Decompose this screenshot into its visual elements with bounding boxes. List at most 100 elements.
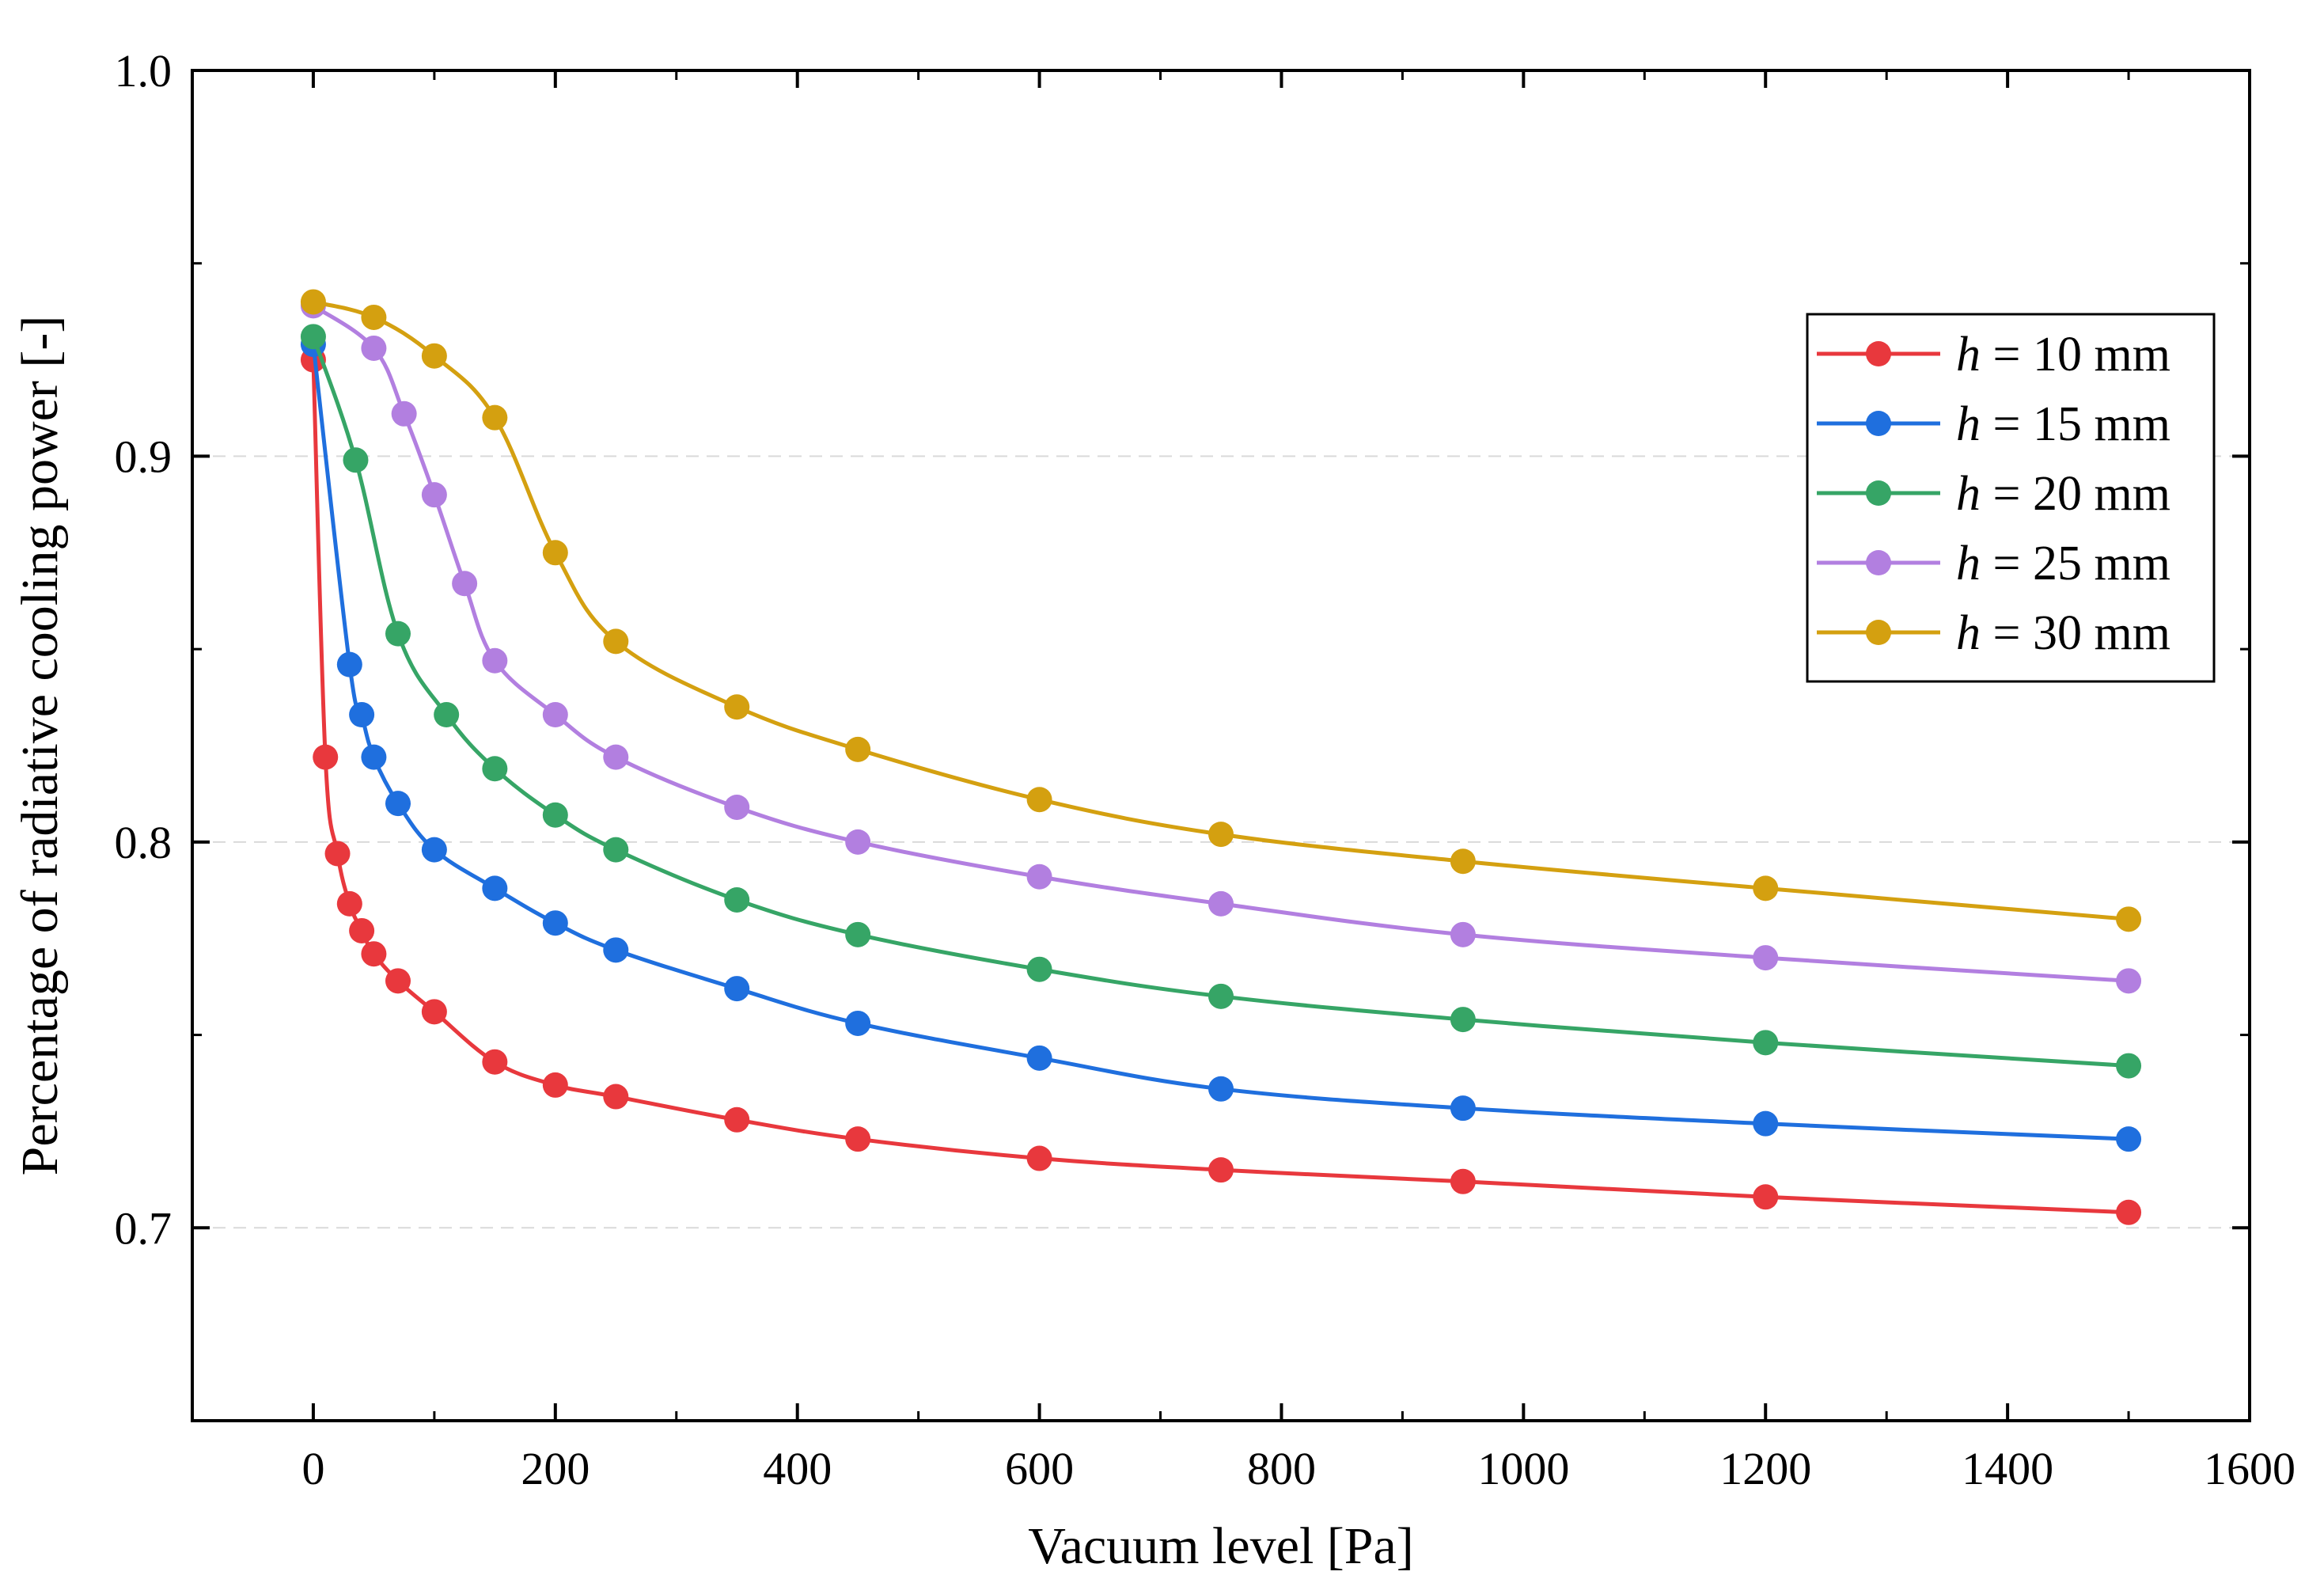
data-point bbox=[603, 628, 629, 655]
series-line bbox=[313, 300, 2129, 921]
x-tick-label: 800 bbox=[1247, 1443, 1316, 1494]
x-tick-label: 0 bbox=[301, 1443, 324, 1494]
data-point bbox=[421, 837, 447, 863]
plot-frame bbox=[191, 69, 2251, 1422]
legend-label: h = 10 mm bbox=[1956, 328, 2170, 381]
data-point bbox=[724, 886, 750, 913]
y-tick-label: 0.8 bbox=[115, 817, 172, 868]
y-tick-label: 1.0 bbox=[115, 45, 172, 97]
data-point bbox=[1026, 787, 1052, 813]
x-tick-label: 1400 bbox=[1962, 1443, 2053, 1494]
legend-label: h = 15 mm bbox=[1956, 397, 2170, 451]
data-point bbox=[452, 571, 478, 597]
series-layer bbox=[300, 289, 2142, 1225]
data-point bbox=[542, 910, 568, 936]
data-point bbox=[542, 540, 568, 566]
data-point bbox=[724, 976, 750, 1002]
data-point bbox=[300, 324, 326, 350]
data-point bbox=[1753, 945, 1779, 971]
data-point bbox=[1208, 983, 1234, 1009]
data-point bbox=[1450, 1007, 1476, 1033]
legend-marker bbox=[1866, 341, 1891, 366]
data-point bbox=[542, 1072, 568, 1098]
data-point bbox=[1026, 956, 1052, 982]
y-axis-title: Percentage of radiative cooling power [-… bbox=[11, 316, 69, 1176]
data-point bbox=[2116, 1199, 2142, 1225]
series-1 bbox=[300, 347, 2142, 1225]
data-point bbox=[1026, 864, 1052, 890]
data-point bbox=[1026, 1045, 1052, 1071]
data-point bbox=[434, 702, 460, 728]
data-point bbox=[845, 921, 871, 947]
legend-marker bbox=[1866, 411, 1891, 436]
data-point bbox=[385, 621, 411, 647]
data-point bbox=[2116, 1053, 2142, 1079]
series-2 bbox=[300, 332, 2142, 1152]
data-point bbox=[1753, 1184, 1779, 1210]
data-point bbox=[1208, 1076, 1234, 1102]
tick-labels: 0 200 400 600 800 1000 1200 1400 1600 0.7 0.8 0.9 1.… bbox=[115, 45, 2296, 1494]
x-axis-title: Vacuum level [Pa] bbox=[1028, 1517, 1414, 1575]
x-tick-label: 400 bbox=[763, 1443, 832, 1494]
legend-marker bbox=[1866, 620, 1891, 645]
data-point bbox=[1208, 822, 1234, 848]
data-point bbox=[482, 1049, 508, 1075]
y-tick-label: 0.9 bbox=[115, 431, 172, 482]
data-point bbox=[724, 1106, 750, 1133]
data-point bbox=[603, 937, 629, 963]
data-point bbox=[1753, 1110, 1779, 1137]
data-point bbox=[385, 968, 411, 994]
data-point bbox=[542, 802, 568, 828]
data-point bbox=[300, 289, 326, 315]
x-tick-label: 200 bbox=[521, 1443, 590, 1494]
data-point bbox=[2116, 1126, 2142, 1152]
data-point bbox=[1753, 875, 1779, 901]
data-point bbox=[421, 999, 447, 1025]
data-point bbox=[336, 651, 362, 678]
data-point bbox=[603, 1084, 629, 1110]
data-point bbox=[361, 744, 387, 770]
data-point bbox=[2116, 968, 2142, 994]
data-point bbox=[1026, 1145, 1052, 1171]
data-point bbox=[421, 482, 447, 508]
series-3 bbox=[300, 324, 2142, 1079]
data-point bbox=[482, 404, 508, 431]
series-line bbox=[311, 336, 2129, 1068]
data-point bbox=[1208, 1157, 1234, 1183]
data-point bbox=[1208, 890, 1234, 917]
legend-label: h = 30 mm bbox=[1956, 606, 2170, 660]
data-point bbox=[361, 941, 387, 967]
data-point bbox=[542, 702, 568, 728]
data-point bbox=[349, 917, 375, 943]
data-point bbox=[482, 647, 508, 674]
data-point bbox=[603, 837, 629, 863]
legend-label: h = 25 mm bbox=[1956, 537, 2170, 590]
data-point bbox=[845, 736, 871, 762]
legend: h = 10 mm h = 15 mm h = 20 mm h = 25 mm h = … bbox=[1806, 313, 2216, 683]
data-point bbox=[1450, 1095, 1476, 1122]
legend-marker bbox=[1866, 480, 1891, 506]
data-point bbox=[845, 829, 871, 855]
axis-ticks bbox=[191, 69, 2251, 1421]
data-point bbox=[1450, 921, 1476, 947]
x-tick-label: 1200 bbox=[1719, 1443, 1811, 1494]
legend-label: h = 20 mm bbox=[1956, 467, 2170, 521]
legend-marker bbox=[1866, 550, 1891, 575]
data-point bbox=[1450, 848, 1476, 875]
x-tick-label: 1000 bbox=[1477, 1443, 1569, 1494]
data-point bbox=[361, 335, 387, 361]
data-point bbox=[482, 756, 508, 782]
series-5 bbox=[300, 289, 2142, 932]
y-tick-label: 0.7 bbox=[115, 1202, 172, 1254]
data-point bbox=[421, 343, 447, 369]
data-point bbox=[361, 304, 387, 330]
data-point bbox=[343, 447, 369, 473]
data-point bbox=[724, 694, 750, 720]
data-point bbox=[1450, 1168, 1476, 1194]
data-point bbox=[391, 400, 417, 427]
data-point bbox=[845, 1010, 871, 1036]
data-point bbox=[385, 791, 411, 817]
data-point bbox=[349, 702, 375, 728]
x-tick-label: 600 bbox=[1005, 1443, 1074, 1494]
